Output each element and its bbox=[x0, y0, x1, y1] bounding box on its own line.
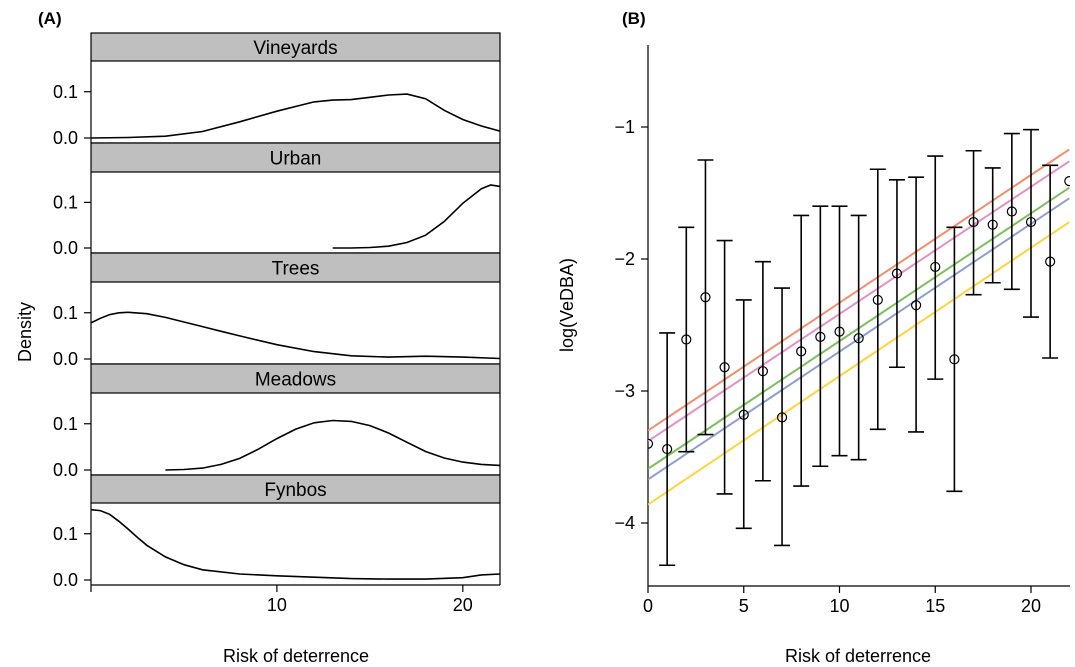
facet-strip bbox=[90, 363, 501, 394]
data-point bbox=[930, 261, 941, 273]
panel-b-ylabel: log(VeDBA) bbox=[557, 258, 577, 352]
y-tick-label: 0.1 bbox=[53, 82, 78, 102]
data-point bbox=[681, 334, 692, 345]
data-point bbox=[987, 219, 998, 230]
panel-b-label: (B) bbox=[622, 9, 646, 28]
data-point bbox=[834, 326, 845, 337]
panel-a-ylabel: Density bbox=[15, 302, 35, 362]
y-tick-label: 0.1 bbox=[53, 414, 78, 434]
density-curve-vineyards bbox=[90, 93, 501, 139]
y-tick-label: −2 bbox=[614, 249, 635, 269]
x-tick-label: 0 bbox=[643, 596, 653, 616]
facet-strip-label: Fynbos bbox=[264, 480, 326, 501]
density-curve-meadows bbox=[165, 419, 501, 471]
panel-a-xlabel: Risk of deterrence bbox=[223, 646, 369, 666]
panel-b-scatter: −4 −3 −2 −1 0 5 10 15 20 bbox=[614, 45, 1070, 616]
data-point bbox=[776, 412, 788, 423]
data-point bbox=[891, 268, 903, 279]
data-point bbox=[1045, 256, 1056, 267]
density-curve-fynbos bbox=[90, 508, 501, 580]
y-tick-label: 0.0 bbox=[53, 570, 78, 590]
x-tick-label: 15 bbox=[925, 596, 945, 616]
y-tick-label: 0.1 bbox=[53, 192, 78, 212]
data-point bbox=[700, 292, 711, 303]
facet-strip-label: Trees bbox=[272, 259, 320, 280]
data-point bbox=[815, 331, 826, 342]
data-point bbox=[853, 333, 864, 344]
density-curve-urban bbox=[332, 184, 501, 249]
facet-strip-label: Vineyards bbox=[253, 38, 337, 59]
data-point bbox=[872, 294, 883, 306]
y-tick-label: 0.0 bbox=[53, 349, 78, 369]
facet-strip-label: Urban bbox=[270, 149, 322, 170]
data-point bbox=[1006, 206, 1017, 217]
data-point bbox=[738, 409, 749, 420]
facet-strip bbox=[90, 252, 501, 283]
y-tick-label: 0.0 bbox=[53, 460, 78, 480]
y-tick-label: −3 bbox=[614, 381, 635, 401]
facet-strip bbox=[90, 32, 501, 62]
x-tick-label: 10 bbox=[829, 596, 849, 616]
density-curve-trees bbox=[90, 311, 501, 360]
data-point bbox=[968, 216, 979, 228]
y-tick-label: −4 bbox=[614, 513, 635, 533]
x-tick-label: 20 bbox=[1021, 596, 1041, 616]
data-point bbox=[1064, 176, 1070, 187]
data-point bbox=[648, 438, 654, 449]
data-point bbox=[757, 366, 769, 377]
data-point bbox=[949, 354, 960, 365]
y-tick-label: −1 bbox=[614, 117, 635, 137]
data-point bbox=[1025, 216, 1037, 228]
data-point bbox=[796, 346, 807, 357]
x-tick-label: 20 bbox=[453, 595, 473, 615]
y-tick-label: 0.1 bbox=[53, 303, 78, 323]
panel-a-label: (A) bbox=[38, 9, 62, 28]
panel-b-xlabel: Risk of deterrence bbox=[785, 646, 931, 666]
data-point bbox=[719, 362, 730, 373]
plot-area bbox=[648, 128, 1070, 567]
y-tick-label: 0.0 bbox=[53, 128, 78, 148]
facet-strip bbox=[90, 474, 501, 504]
x-tick-label: 5 bbox=[739, 596, 749, 616]
x-tick-label: 10 bbox=[267, 595, 287, 615]
facet-strip bbox=[90, 142, 501, 173]
y-tick-label: 0.0 bbox=[53, 238, 78, 258]
panel-a-density-facets: Vineyards 0.0 0.1 Urban 0.0 0.1 Trees 0.0 0.1 Mea… bbox=[53, 32, 501, 615]
facet-strip-label: Meadows bbox=[255, 370, 336, 391]
data-point bbox=[910, 300, 922, 311]
y-tick-label: 0.1 bbox=[53, 524, 78, 544]
data-point bbox=[662, 443, 673, 455]
